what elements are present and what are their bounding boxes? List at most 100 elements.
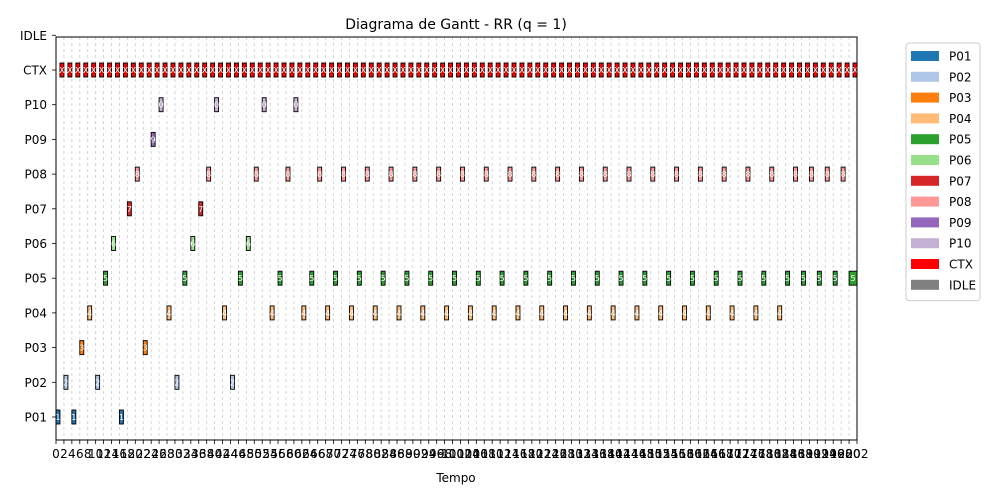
gantt-bar-label: 3 (79, 344, 84, 353)
gantt-bar-p05 (277, 270, 283, 286)
gantt-bar-label: 8 (484, 170, 489, 179)
gantt-bar-ctx (551, 62, 557, 78)
x-tick-label: 200 (838, 447, 861, 461)
gantt-bar-ctx (448, 62, 453, 78)
gantt-bar-ctx (741, 62, 747, 78)
y-tick-label: P07 (24, 202, 47, 216)
gantt-bar-label: X (765, 66, 771, 75)
gantt-bar-label: X (345, 66, 351, 75)
gantt-bar-ctx (511, 62, 517, 78)
gantt-bar-ctx (820, 62, 826, 78)
gantt-bar-label: X (432, 66, 438, 75)
x-tick-label: 92 (413, 447, 428, 461)
gantt-bar-label: X (376, 66, 382, 75)
gantt-bar-label: X (654, 66, 660, 75)
gantt-bar-ctx (535, 62, 541, 78)
gantt-bar-ctx (590, 62, 596, 78)
gantt-bar-p04 (682, 305, 687, 321)
gantt-bar-label: 4 (515, 309, 520, 318)
gantt-bar-ctx (606, 62, 612, 78)
x-tick-label: 182 (766, 447, 789, 461)
legend-swatch-p09 (911, 217, 939, 228)
gantt-bar-ctx (305, 62, 311, 78)
gantt-bar-label: 4 (563, 309, 568, 318)
gantt-bar-label: X (448, 66, 454, 75)
gantt-bar-ctx (630, 62, 636, 78)
gantt-bar-p10 (214, 97, 220, 113)
x-tick-label: 140 (600, 447, 623, 461)
gantt-bar-label: 2 (230, 378, 235, 387)
gantt-bar-label: 5 (404, 274, 409, 283)
gantt-bar-p04 (491, 305, 497, 321)
gantt-bar-p08 (840, 166, 846, 182)
gantt-bar-p05 (832, 270, 838, 286)
gantt-bar-p04 (372, 305, 378, 321)
gantt-bar-label: 4 (492, 309, 497, 318)
gantt-bar-p08 (460, 166, 465, 182)
gantt-bar-ctx (805, 62, 810, 78)
x-tick-label: 154 (655, 447, 678, 461)
gantt-bar-p04 (539, 305, 545, 321)
gantt-bar-label: X (511, 66, 517, 75)
gantt-bar-ctx (559, 62, 565, 78)
gantt-bar-label: X (694, 66, 700, 75)
x-axis-label: Tempo (435, 471, 475, 485)
legend-frame (905, 42, 981, 302)
gantt-bar-label: 3 (143, 344, 148, 353)
gantt-bar-ctx (701, 62, 707, 78)
gantt-bar-label: 0 (214, 101, 219, 110)
gantt-bar-label: 4 (634, 309, 639, 318)
gantt-bar-label: 5 (357, 274, 362, 283)
gantt-bar-p08 (364, 166, 370, 182)
gantt-bar-p02 (174, 374, 180, 390)
gantt-bar-ctx (337, 62, 342, 78)
gantt-bar-p05 (737, 270, 743, 286)
gantt-bar-label: X (527, 66, 533, 75)
gantt-bar-label: X (686, 66, 692, 75)
gantt-bar-label: 5 (666, 274, 671, 283)
gantt-bar-p02 (230, 374, 235, 390)
gantt-bar-label: X (852, 66, 858, 75)
gantt-bar-label: X (305, 66, 311, 75)
gantt-bar-label: 1 (55, 413, 60, 422)
gantt-bar-p08 (412, 166, 418, 182)
x-tick-label: 192 (806, 447, 829, 461)
x-tick-label: 168 (711, 447, 734, 461)
gantt-bar-p04 (222, 305, 227, 321)
gantt-bar-label: X (257, 66, 263, 75)
gantt-bar-ctx (495, 62, 501, 78)
gantt-bar-label: X (281, 66, 287, 75)
gantt-bar-label: 5 (833, 274, 838, 283)
gantt-bar-ctx (233, 62, 239, 78)
gantt-bar-ctx (257, 62, 263, 78)
gantt-bar-label: 4 (166, 309, 171, 318)
y-tick-label: IDLE (20, 29, 47, 43)
gantt-bar-p08 (341, 166, 346, 182)
gantt-bar-p04 (301, 305, 307, 321)
gantt-bar-p04 (586, 305, 592, 321)
gantt-bar-label: 5 (619, 274, 624, 283)
gantt-bar-label: 1 (71, 413, 76, 422)
gantt-bar-ctx (844, 62, 850, 78)
grid-layer (55, 37, 858, 440)
gantt-bar-label: X (297, 66, 303, 75)
gantt-bar-p04 (515, 305, 521, 321)
y-tick-label: P10 (24, 98, 47, 112)
gantt-bar-label: 8 (825, 170, 830, 179)
gantt-bar-p05 (690, 270, 695, 286)
gantt-bar-label: X (559, 66, 565, 75)
gantt-bar-label: X (202, 66, 208, 75)
gantt-bar-label: X (313, 66, 319, 75)
gantt-bar-label: 5 (103, 274, 108, 283)
gantt-bar-ctx (368, 62, 374, 78)
gantt-bar-p08 (436, 166, 442, 182)
gantt-bar-label: 5 (381, 274, 386, 283)
gantt-bar-ctx (717, 62, 723, 78)
gantt-bar-ctx (226, 62, 231, 78)
x-tick-label: 6 (76, 447, 84, 461)
gantt-bar-ctx (812, 62, 818, 78)
x-tick-label: 32 (175, 447, 190, 461)
gantt-bar-label: 4 (468, 309, 473, 318)
gantt-bar-label: 5 (817, 274, 822, 283)
gantt-bar-label: X (781, 66, 787, 75)
